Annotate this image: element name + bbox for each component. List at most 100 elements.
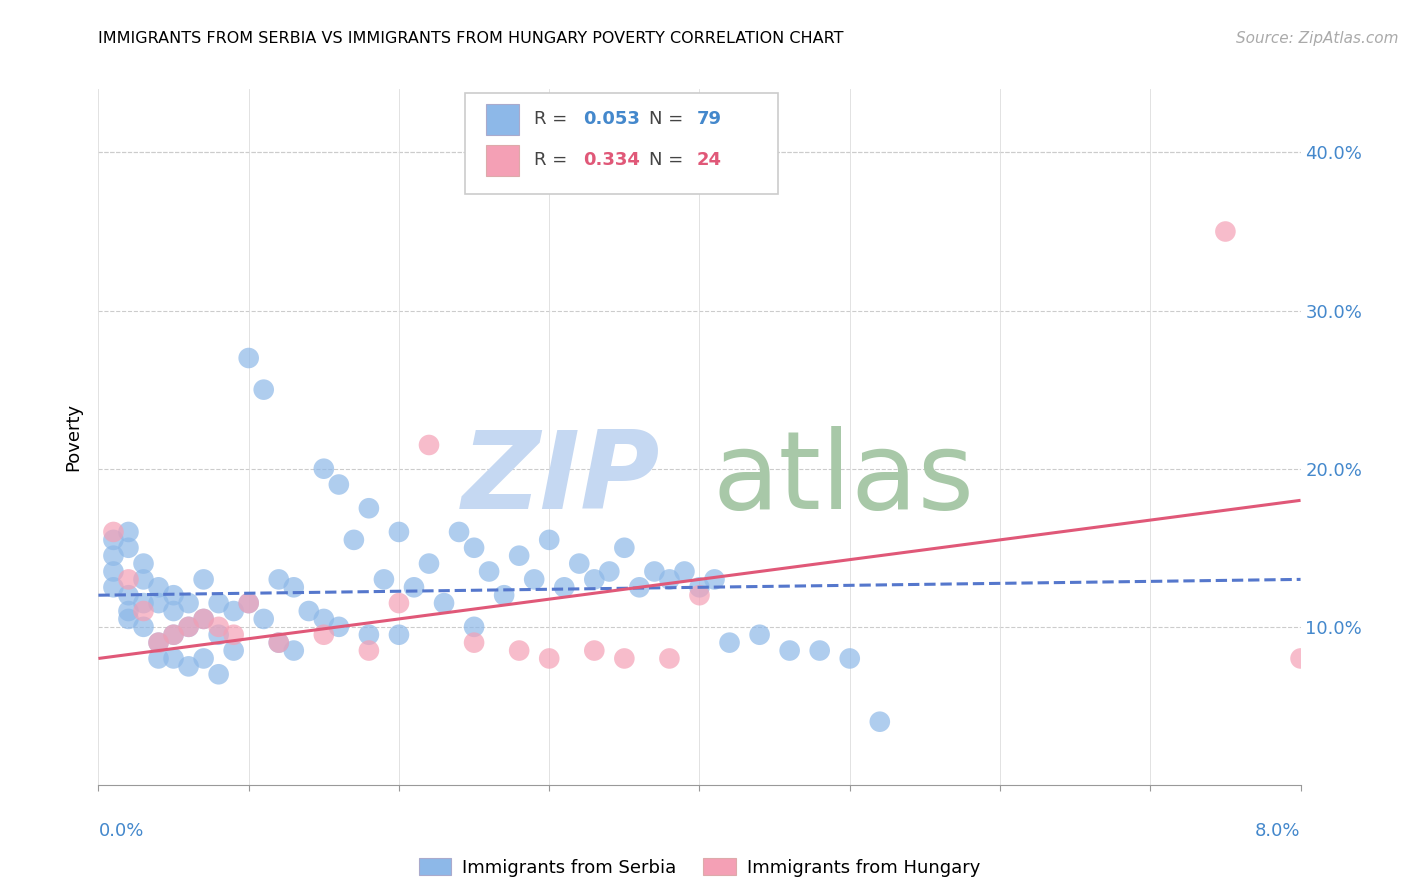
Point <box>283 580 305 594</box>
Point <box>177 596 200 610</box>
Point <box>103 549 125 563</box>
Point <box>373 573 395 587</box>
Point <box>222 628 245 642</box>
Point <box>193 573 215 587</box>
Point <box>117 612 139 626</box>
Point <box>523 573 546 587</box>
Point <box>177 659 200 673</box>
Point <box>598 565 620 579</box>
Point <box>193 612 215 626</box>
Text: 24: 24 <box>697 152 723 169</box>
Point <box>148 596 170 610</box>
Point <box>132 604 155 618</box>
Legend: Immigrants from Serbia, Immigrants from Hungary: Immigrants from Serbia, Immigrants from … <box>412 851 987 884</box>
Point <box>658 573 681 587</box>
Point <box>748 628 770 642</box>
Point <box>238 351 260 365</box>
Point <box>148 580 170 594</box>
Point <box>388 628 411 642</box>
Text: 0.334: 0.334 <box>583 152 640 169</box>
Point <box>148 635 170 649</box>
Point <box>117 604 139 618</box>
Point <box>117 541 139 555</box>
Point <box>463 541 485 555</box>
Point <box>117 524 139 539</box>
Text: IMMIGRANTS FROM SERBIA VS IMMIGRANTS FROM HUNGARY POVERTY CORRELATION CHART: IMMIGRANTS FROM SERBIA VS IMMIGRANTS FRO… <box>98 31 844 46</box>
Point <box>357 501 380 516</box>
Point <box>103 565 125 579</box>
Point <box>162 588 184 602</box>
Point <box>808 643 831 657</box>
Text: 79: 79 <box>697 110 723 128</box>
Point <box>583 643 606 657</box>
Point <box>583 573 606 587</box>
Point <box>117 588 139 602</box>
Text: Source: ZipAtlas.com: Source: ZipAtlas.com <box>1236 31 1399 46</box>
Point <box>568 557 591 571</box>
Point <box>312 628 335 642</box>
Y-axis label: Poverty: Poverty <box>65 403 83 471</box>
Point <box>703 573 725 587</box>
Point <box>208 667 231 681</box>
FancyBboxPatch shape <box>465 93 778 194</box>
Point <box>463 620 485 634</box>
Point <box>267 573 290 587</box>
Point <box>253 383 276 397</box>
Text: N =: N = <box>650 152 689 169</box>
Point <box>103 524 125 539</box>
Point <box>312 612 335 626</box>
Point <box>613 651 636 665</box>
Point <box>132 596 155 610</box>
FancyBboxPatch shape <box>485 103 519 135</box>
Point <box>494 588 516 602</box>
Point <box>162 628 184 642</box>
Point <box>628 580 651 594</box>
Point <box>689 588 711 602</box>
Point <box>328 477 350 491</box>
Point <box>838 651 860 665</box>
Point <box>343 533 366 547</box>
Point <box>253 612 276 626</box>
Point <box>117 573 139 587</box>
Text: N =: N = <box>650 110 689 128</box>
Point <box>132 557 155 571</box>
FancyBboxPatch shape <box>485 145 519 177</box>
Point <box>538 651 561 665</box>
Point <box>103 580 125 594</box>
Point <box>643 565 665 579</box>
Point <box>553 580 575 594</box>
Point <box>478 565 501 579</box>
Point <box>658 651 681 665</box>
Point <box>132 573 155 587</box>
Point <box>238 596 260 610</box>
Point <box>238 596 260 610</box>
Point <box>193 651 215 665</box>
Point <box>148 651 170 665</box>
Point <box>208 628 231 642</box>
Point <box>132 620 155 634</box>
Point <box>357 643 380 657</box>
Point <box>328 620 350 634</box>
Point <box>779 643 801 657</box>
Point <box>388 524 411 539</box>
Point <box>418 557 440 571</box>
Point <box>869 714 891 729</box>
Point <box>208 620 231 634</box>
Point <box>267 635 290 649</box>
Point <box>463 635 485 649</box>
Point <box>508 643 530 657</box>
Point <box>447 524 470 539</box>
Point <box>177 620 200 634</box>
Point <box>193 612 215 626</box>
Point <box>433 596 456 610</box>
Point <box>388 596 411 610</box>
Point <box>538 533 561 547</box>
Point <box>222 604 245 618</box>
Point <box>283 643 305 657</box>
Point <box>162 651 184 665</box>
Point <box>673 565 696 579</box>
Point <box>718 635 741 649</box>
Point <box>208 596 231 610</box>
Point <box>418 438 440 452</box>
Point <box>267 635 290 649</box>
